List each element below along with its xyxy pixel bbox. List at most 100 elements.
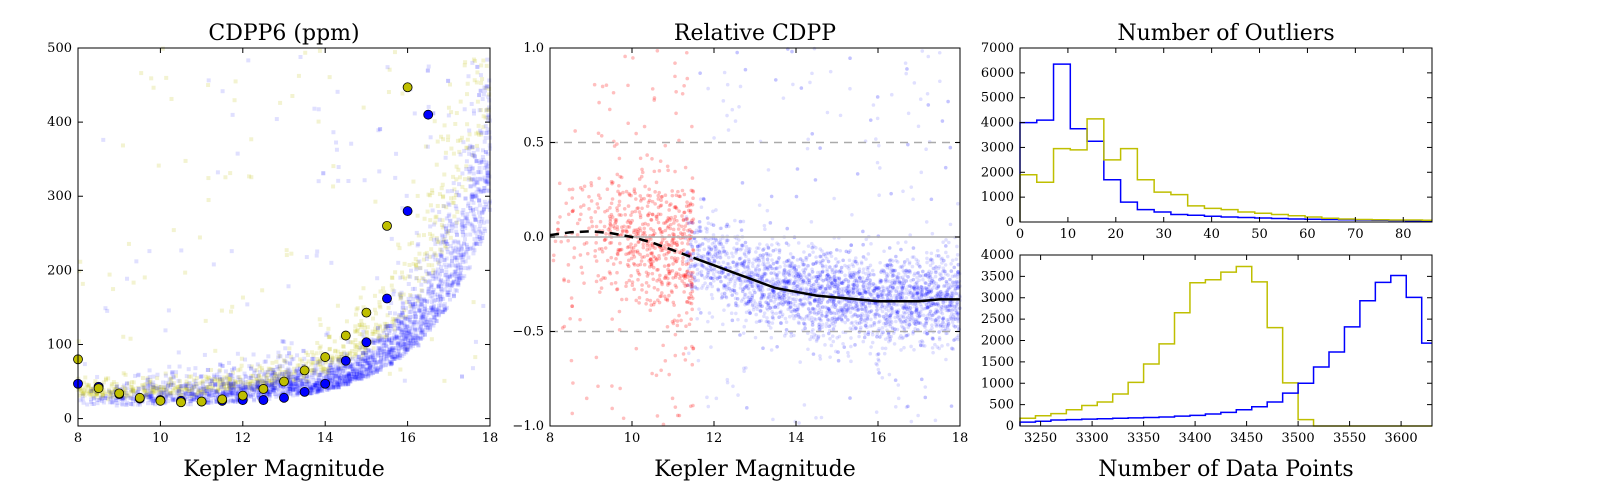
scatter-point — [282, 358, 287, 363]
scatter-point — [649, 303, 654, 307]
scatter-point — [101, 380, 106, 385]
scatter-point — [460, 229, 465, 234]
scatter-point — [216, 387, 221, 392]
scatter-point — [229, 398, 234, 403]
scatter-point — [393, 341, 398, 346]
scatter-point — [384, 324, 389, 329]
scatter-point — [218, 377, 223, 382]
scatter-point — [472, 111, 477, 116]
scatter-point — [370, 332, 375, 337]
scatter-point — [387, 67, 392, 72]
scatter-point — [288, 387, 293, 392]
scatter-point — [407, 310, 412, 315]
scatter-point — [415, 193, 420, 198]
scatter-point — [376, 353, 381, 358]
scatter-point — [353, 329, 358, 334]
scatter-point — [653, 190, 657, 194]
scatter-point — [468, 143, 473, 148]
scatter-point — [676, 227, 681, 231]
scatter-point — [373, 326, 378, 331]
scatter-point — [323, 374, 328, 379]
scatter-point — [478, 224, 483, 229]
scatter-point — [170, 371, 175, 376]
scatter-point — [389, 361, 394, 366]
scatter-point — [339, 366, 344, 371]
scatter-point — [349, 377, 354, 382]
scatter-point — [277, 372, 282, 377]
scatter-point — [363, 359, 368, 364]
scatter-point — [666, 283, 670, 287]
scatter-point — [339, 351, 344, 356]
scatter-point — [88, 389, 93, 394]
scatter-point — [682, 274, 686, 279]
scatter-point — [361, 358, 366, 363]
scatter-point — [183, 395, 188, 400]
scatter-point — [170, 391, 175, 396]
scatter-point — [280, 389, 285, 394]
scatter-point — [346, 179, 351, 184]
scatter-point — [243, 382, 248, 387]
scatter-point — [819, 415, 824, 420]
scatter-point — [472, 248, 477, 253]
scatter-point — [288, 381, 293, 386]
scatter-point — [316, 379, 321, 384]
scatter-point — [270, 381, 275, 386]
scatter-point — [423, 316, 428, 321]
scatter-point — [467, 265, 472, 270]
scatter-point — [339, 382, 344, 387]
scatter-point — [438, 247, 443, 252]
scatter-point — [192, 372, 197, 377]
scatter-point — [401, 315, 406, 320]
scatter-point — [319, 370, 324, 375]
scatter-point — [285, 368, 290, 373]
scatter-point — [470, 366, 475, 371]
scatter-point — [254, 377, 259, 382]
scatter-point — [324, 332, 329, 337]
scatter-point — [604, 83, 609, 87]
scatter-point — [479, 130, 484, 135]
scatter-point — [598, 219, 603, 224]
scatter-point — [347, 350, 352, 355]
scatter-point — [126, 381, 131, 386]
scatter-point — [168, 377, 173, 382]
scatter-point — [360, 344, 365, 349]
scatter-point — [610, 197, 615, 201]
scatter-point — [686, 203, 691, 208]
scatter-point — [441, 204, 446, 209]
scatter-point — [237, 384, 242, 389]
scatter-point — [190, 385, 195, 390]
scatter-point — [176, 350, 181, 355]
scatter-point — [440, 182, 445, 187]
scatter-point — [191, 397, 196, 402]
scatter-point — [394, 151, 399, 156]
scatter-point — [206, 78, 211, 83]
scatter-point — [413, 301, 418, 306]
scatter-point — [183, 270, 188, 275]
scatter-point — [149, 397, 154, 402]
scatter-point — [405, 335, 410, 340]
scatter-point — [230, 390, 235, 395]
scatter-point — [292, 369, 297, 374]
scatter-point — [145, 388, 150, 393]
scatter-point — [429, 337, 434, 342]
scatter-point — [619, 213, 623, 217]
scatter-point — [326, 368, 331, 373]
scatter-point — [94, 393, 99, 398]
scatter-point — [438, 252, 443, 257]
scatter-point — [236, 368, 241, 373]
scatter-point — [465, 244, 470, 249]
scatter-point — [453, 121, 458, 126]
scatter-point — [691, 196, 695, 201]
scatter-point — [235, 351, 240, 356]
scatter-point — [452, 239, 457, 244]
scatter-point — [396, 340, 401, 345]
scatter-point — [381, 286, 386, 291]
scatter-point — [302, 356, 307, 361]
scatter-point — [260, 378, 265, 383]
scatter-point — [405, 347, 410, 352]
scatter-point — [390, 287, 395, 292]
scatter-point — [179, 248, 184, 253]
scatter-point — [398, 367, 403, 372]
scatter-point — [688, 404, 693, 409]
scatter-point — [375, 326, 380, 331]
